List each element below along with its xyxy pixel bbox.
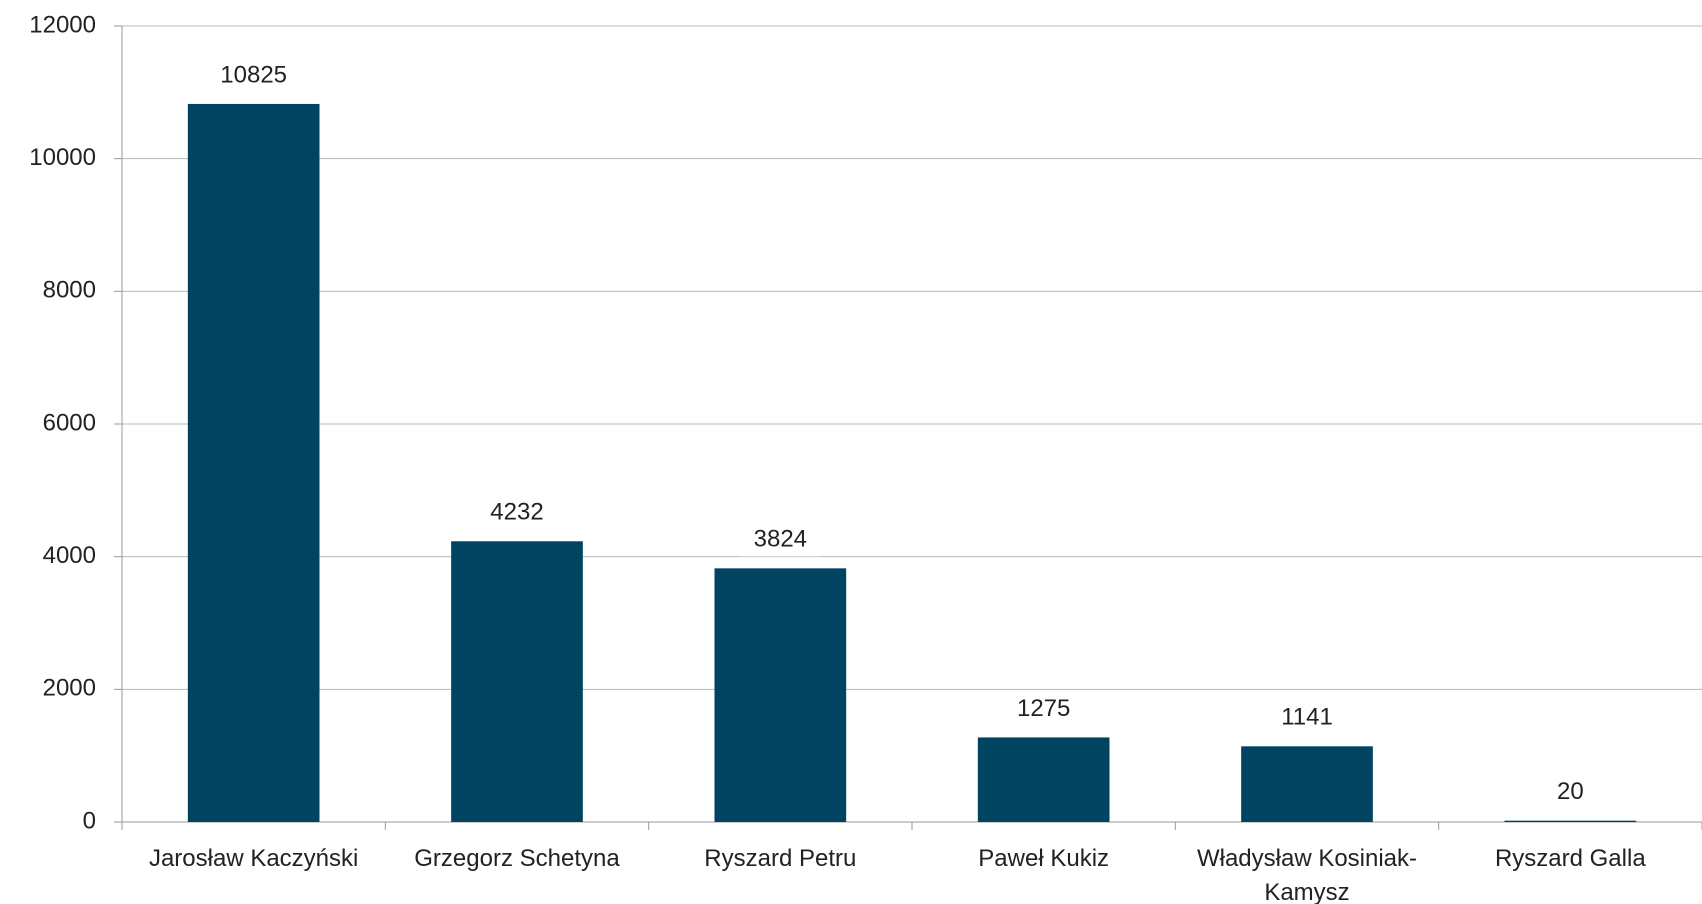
bar xyxy=(187,103,320,823)
bar xyxy=(1241,746,1373,822)
bar xyxy=(714,568,847,822)
x-tick-label: Władysław Kosiniak-Kamysz xyxy=(1196,845,1418,904)
value-label: 4232 xyxy=(490,499,543,526)
y-tick-label: 10000 xyxy=(29,144,96,171)
x-tick-label: Ryszard Galla xyxy=(1494,845,1646,872)
value-label: 10825 xyxy=(220,61,287,88)
bar xyxy=(977,737,1110,822)
value-label-bg xyxy=(1530,776,1611,809)
value-label: 3824 xyxy=(754,526,807,553)
value-label-bg xyxy=(740,524,821,557)
y-tick-label: 6000 xyxy=(43,409,96,436)
value-label-bg xyxy=(213,59,294,92)
value-label: 20 xyxy=(1557,778,1584,805)
x-tick-label: Paweł Kukiz xyxy=(978,845,1110,872)
value-label-bg xyxy=(477,497,557,530)
value-label-bg xyxy=(1267,702,1347,735)
y-tick-label: 0 xyxy=(83,807,96,834)
y-tick-label: 12000 xyxy=(29,11,96,38)
bar xyxy=(451,541,583,822)
y-tick-label: 8000 xyxy=(43,277,96,304)
y-tick-label: 2000 xyxy=(43,675,96,702)
value-label: 1141 xyxy=(1281,704,1333,731)
x-tick-label: Grzegorz Schetyna xyxy=(414,845,620,872)
value-label-bg xyxy=(1003,693,1084,726)
x-tick-label: Ryszard Petru xyxy=(704,845,857,872)
bar xyxy=(1504,820,1637,822)
value-label: 1275 xyxy=(1017,695,1070,722)
y-tick-label: 4000 xyxy=(43,542,96,569)
x-tick-label: Jarosław Kaczyński xyxy=(148,845,359,872)
